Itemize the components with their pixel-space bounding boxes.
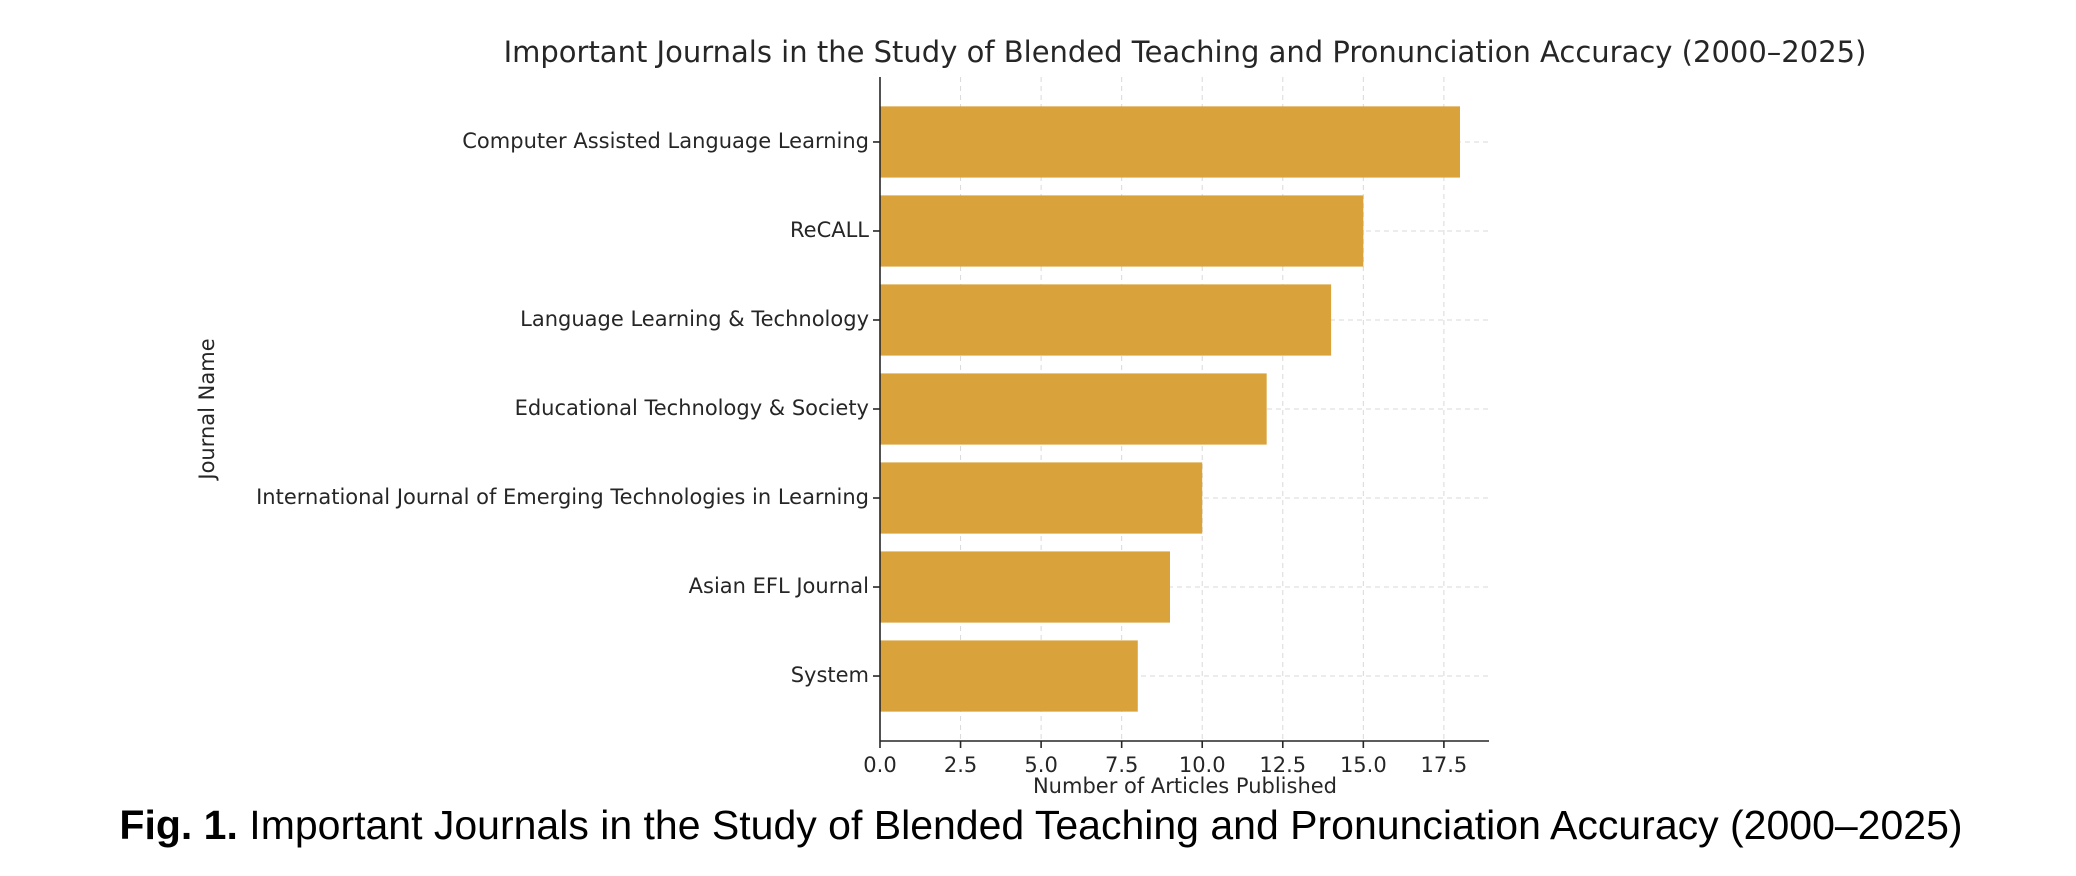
x-tick-label: 5.0 [1024,753,1057,777]
bar [880,106,1460,178]
bar [880,551,1170,623]
y-tick-label: Asian EFL Journal [689,574,869,598]
bar [880,640,1138,712]
y-tick-label: ReCALL [790,218,869,242]
x-tick-label: 0.0 [863,753,896,777]
bar [880,462,1203,534]
y-tick-label: Language Learning & Technology [520,307,869,331]
x-tick-label: 7.5 [1105,753,1138,777]
x-tick-label: 15.0 [1340,753,1387,777]
caption-label: Fig. 1. [119,802,237,848]
y-tick-label: International Journal of Emerging Techno… [256,485,869,509]
x-tick-label: 17.5 [1421,753,1468,777]
chart-title: Important Journals in the Study of Blend… [504,35,1867,69]
x-tick-label: 2.5 [944,753,977,777]
x-tick-label: 12.5 [1259,753,1306,777]
caption: Fig. 1. Important Journals in the Study … [119,802,1962,848]
x-axis-label: Number of Articles Published [1033,774,1337,798]
y-tick-label: System [791,663,869,687]
bar [880,373,1267,445]
bar [880,284,1332,356]
x-tick-label: 10.0 [1179,753,1226,777]
y-tick-label: Computer Assisted Language Learning [462,129,869,153]
caption-text: Important Journals in the Study of Blend… [249,802,1962,848]
bar [880,195,1364,267]
y-axis-label: Journal Name [195,338,219,481]
y-tick-label: Educational Technology & Society [515,396,869,420]
